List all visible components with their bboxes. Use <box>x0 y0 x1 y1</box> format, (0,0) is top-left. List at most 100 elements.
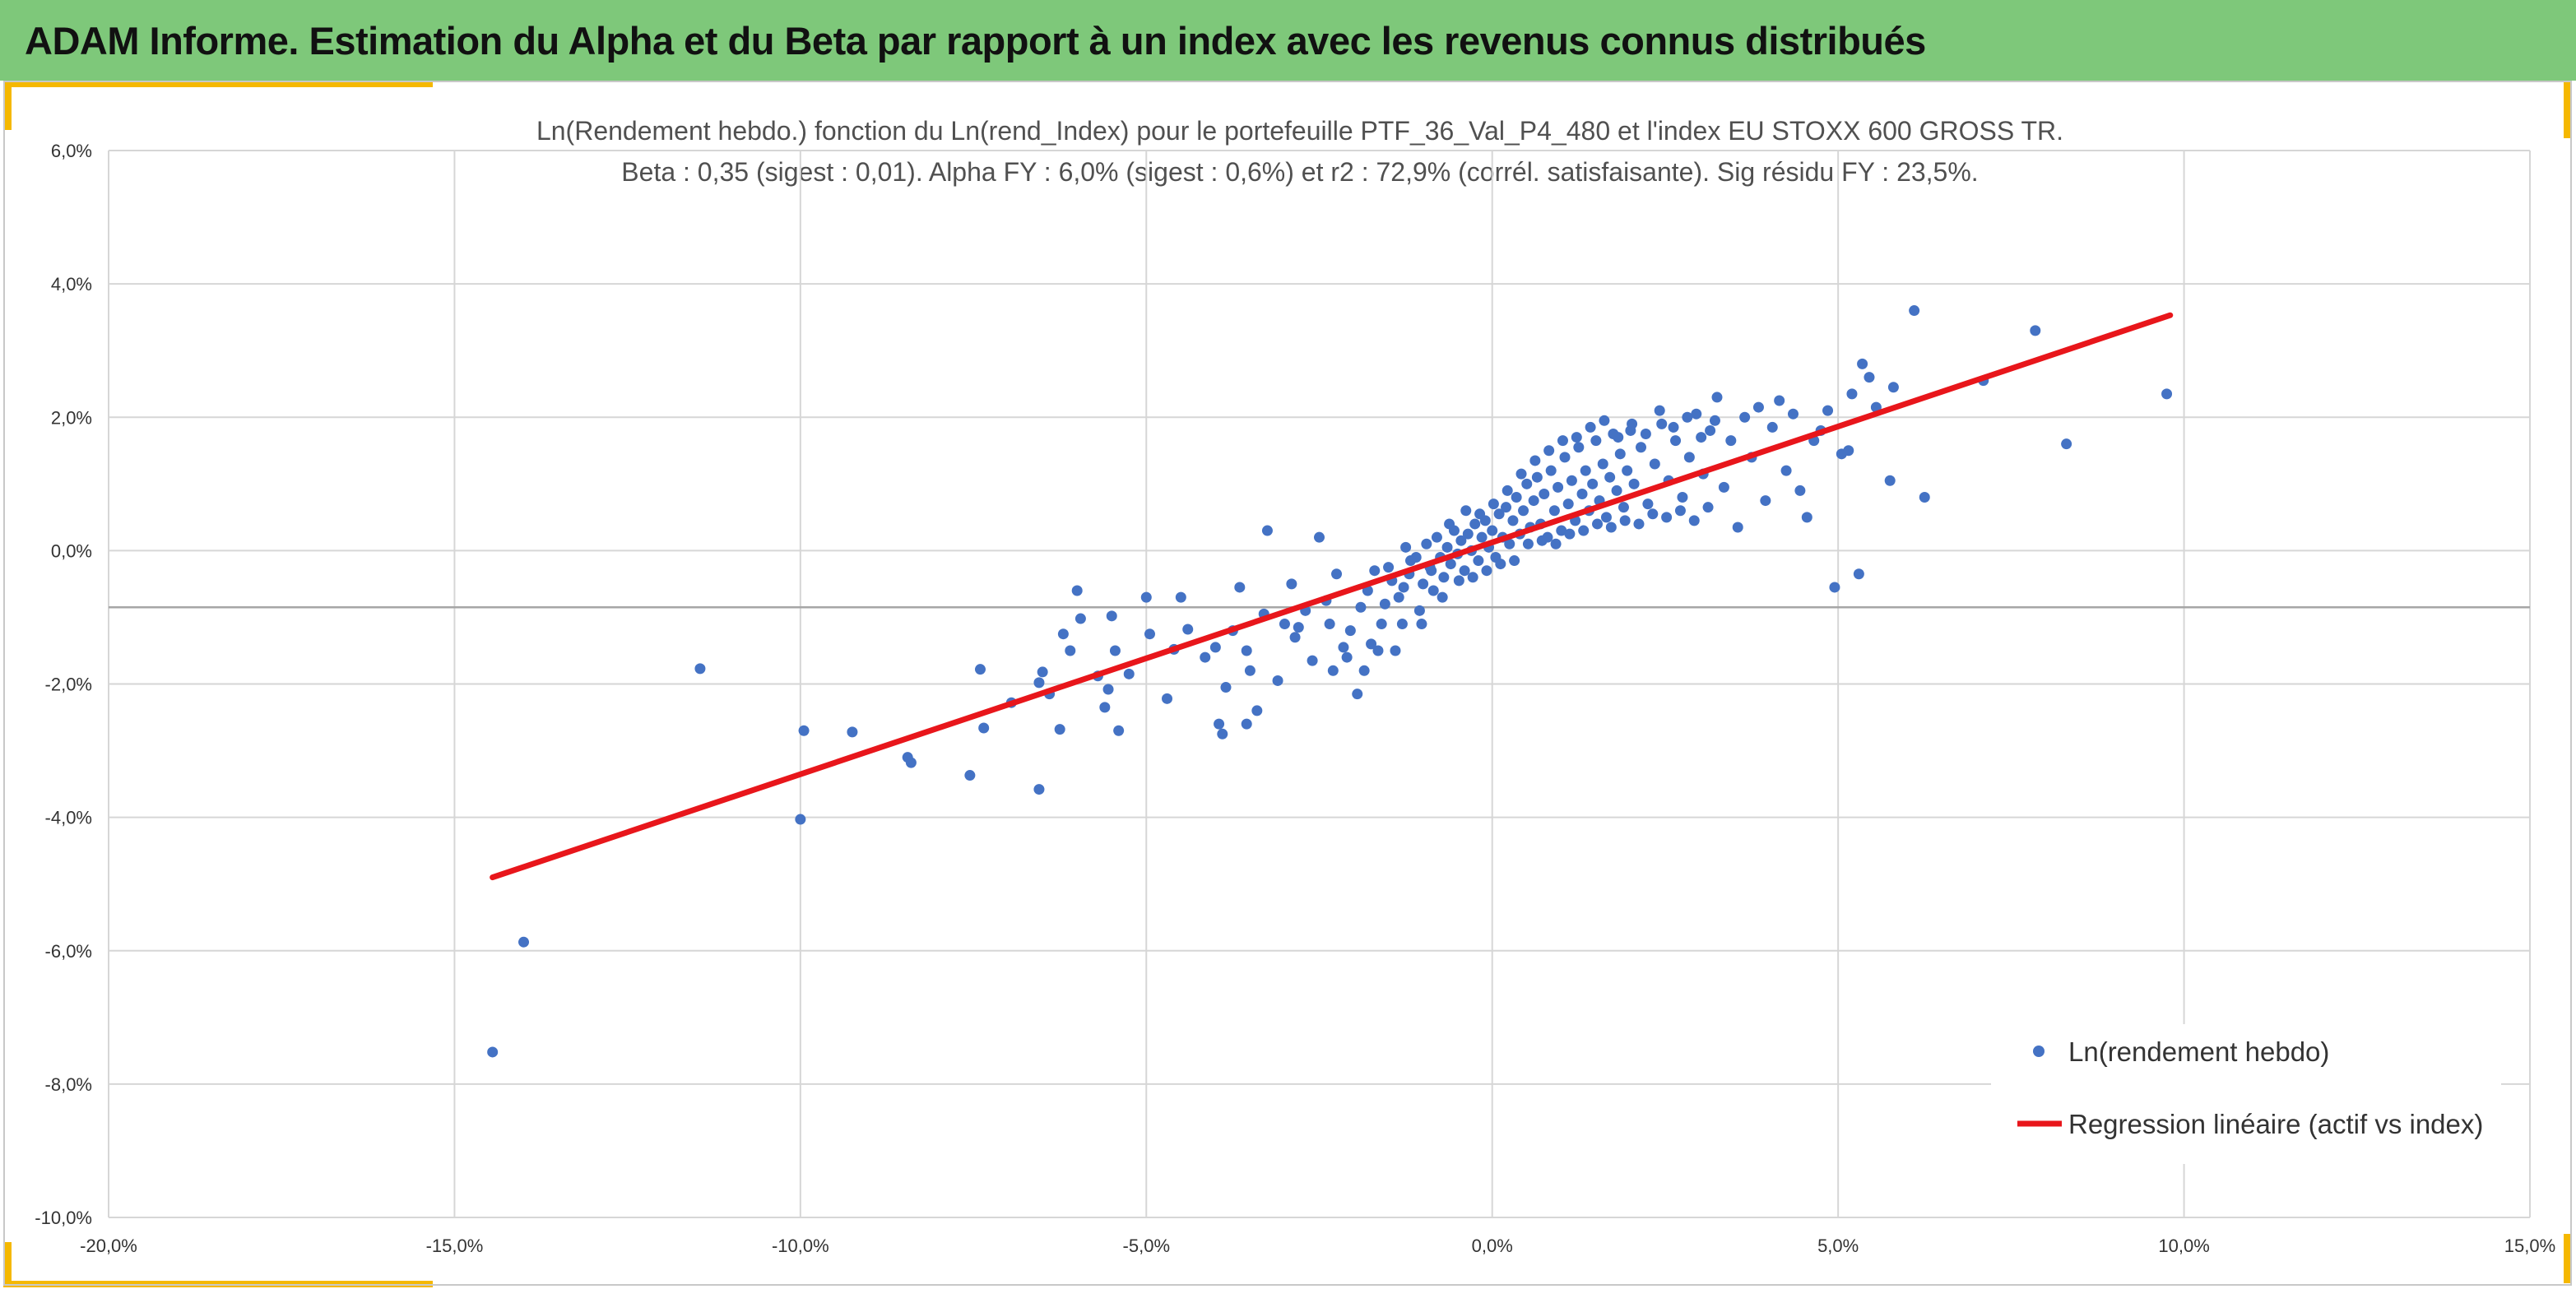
scatter-point <box>1182 624 1194 635</box>
scatter-point <box>1557 435 1568 447</box>
scatter-point <box>1352 689 1363 700</box>
chart-title-line-1: Ln(Rendement hebdo.) fonction du Ln(rend… <box>536 116 2063 146</box>
scatter-point <box>1396 619 1408 630</box>
scatter-point <box>1559 452 1571 463</box>
scatter-point <box>1272 675 1283 686</box>
scatter-point <box>1144 628 1155 640</box>
scatter-point <box>1919 492 1930 503</box>
y-tick-label: -6,0% <box>45 941 92 962</box>
scatter-point <box>1766 421 1778 433</box>
scatter-point <box>1398 582 1409 593</box>
scatter-point <box>1531 471 1543 483</box>
scatter-point <box>1528 495 1539 507</box>
scatter-point <box>1390 645 1401 656</box>
scatter-point <box>1725 435 1737 447</box>
scatter-point <box>1566 475 1577 486</box>
scatter-point <box>1376 619 1387 630</box>
scatter-point <box>1251 705 1263 716</box>
scatter-point <box>1509 555 1520 567</box>
scatter-point <box>1476 531 1488 543</box>
accent-bar-top <box>3 81 433 87</box>
scatter-point <box>1418 578 1429 590</box>
scatter-point <box>1709 415 1720 426</box>
scatter-point <box>1324 619 1335 630</box>
scatter-point <box>905 757 917 768</box>
scatter-point <box>1444 518 1455 530</box>
scatter-point <box>518 936 530 948</box>
accent-bar-left-bottom <box>3 1242 12 1287</box>
scatter-point <box>1562 498 1574 510</box>
x-tick-label: -20,0% <box>80 1236 137 1256</box>
scatter-point <box>1358 665 1370 676</box>
scatter-point <box>1344 625 1356 637</box>
scatter-point <box>1705 424 1716 436</box>
scatter-point <box>1515 468 1527 480</box>
scatter-point <box>1846 388 1858 400</box>
scatter-point <box>1597 458 1608 470</box>
scatter-point <box>1404 555 1416 567</box>
scatter-point <box>1366 638 1377 650</box>
scatter-point <box>1718 481 1729 493</box>
scatter-point <box>1289 632 1301 643</box>
scatter-point <box>1369 565 1381 577</box>
scatter-point <box>1355 601 1367 613</box>
scatter-point <box>1674 505 1686 517</box>
scatter-point <box>1400 541 1412 553</box>
scatter-point <box>1599 415 1610 426</box>
scatter-point <box>1054 724 1065 735</box>
scatter-point <box>1445 559 1456 570</box>
regression-line-segment <box>490 312 2174 881</box>
scatter-point <box>1209 642 1221 653</box>
scatter-point <box>1576 488 1588 499</box>
scatter-point <box>1431 531 1442 543</box>
scatter-point <box>1437 591 1448 603</box>
scatter-point <box>1487 525 1498 536</box>
scatter-point <box>795 814 806 825</box>
scatter-point <box>1065 645 1076 656</box>
legend-scatter-marker <box>2033 1046 2045 1057</box>
scatter-point <box>1469 518 1481 530</box>
x-tick-label: 0,0% <box>1472 1236 1513 1256</box>
y-tick-label: -8,0% <box>45 1074 92 1095</box>
scatter-point <box>1140 591 1152 603</box>
scatter-point <box>1162 693 1173 704</box>
scatter-point <box>1113 725 1125 736</box>
scatter-point <box>1481 565 1492 577</box>
scatter-point <box>1473 555 1484 567</box>
scatter-point <box>1592 518 1604 530</box>
scatter-point <box>1383 562 1395 573</box>
scatter-point <box>1614 448 1626 460</box>
scatter-point <box>1887 382 1899 393</box>
scatter-point <box>1760 495 1771 507</box>
scatter-point <box>1611 485 1622 496</box>
legend-scatter-label: Ln(rendement hebdo) <box>2068 1036 2329 1067</box>
scatter-point <box>1214 718 1225 730</box>
scatter-point <box>1493 508 1505 520</box>
y-axis-ticks: 6,0% 4,0% 2,0% 0,0% -2,0% -4,0% -6,0% -8,0% -10,… <box>35 141 92 1228</box>
x-axis-ticks: -20,0% -15,0% -10,0% -5,0% 0,0% 5,0% 10,0% 15,0… <box>80 1236 2555 1256</box>
horizontal-gridlines <box>109 150 2530 1218</box>
scatter-point <box>1511 492 1522 503</box>
scatter-point <box>1642 498 1654 510</box>
scatter-point <box>1677 492 1688 503</box>
y-tick-label: -4,0% <box>45 808 92 828</box>
report-header: ADAM Informe. Estimation du Alpha et du … <box>0 0 2576 81</box>
scatter-point <box>1536 535 1548 546</box>
regression-line <box>490 312 2174 881</box>
y-tick-label: 2,0% <box>51 407 92 428</box>
scatter-point <box>1261 525 1273 536</box>
scatter-point <box>1438 572 1450 583</box>
scatter-point <box>1459 565 1470 577</box>
scatter-point <box>1393 591 1404 603</box>
scatter-point <box>1033 784 1045 795</box>
scatter-point <box>1518 505 1529 517</box>
scatter-point <box>1522 538 1534 549</box>
scatter-point <box>1341 651 1353 663</box>
scatter-point <box>2161 388 2173 400</box>
scatter-point <box>1331 568 1343 580</box>
scatter-point <box>1502 485 1513 496</box>
scatter-point <box>1670 435 1682 447</box>
scatter-point <box>1416 619 1427 630</box>
scatter-point <box>1801 512 1812 523</box>
